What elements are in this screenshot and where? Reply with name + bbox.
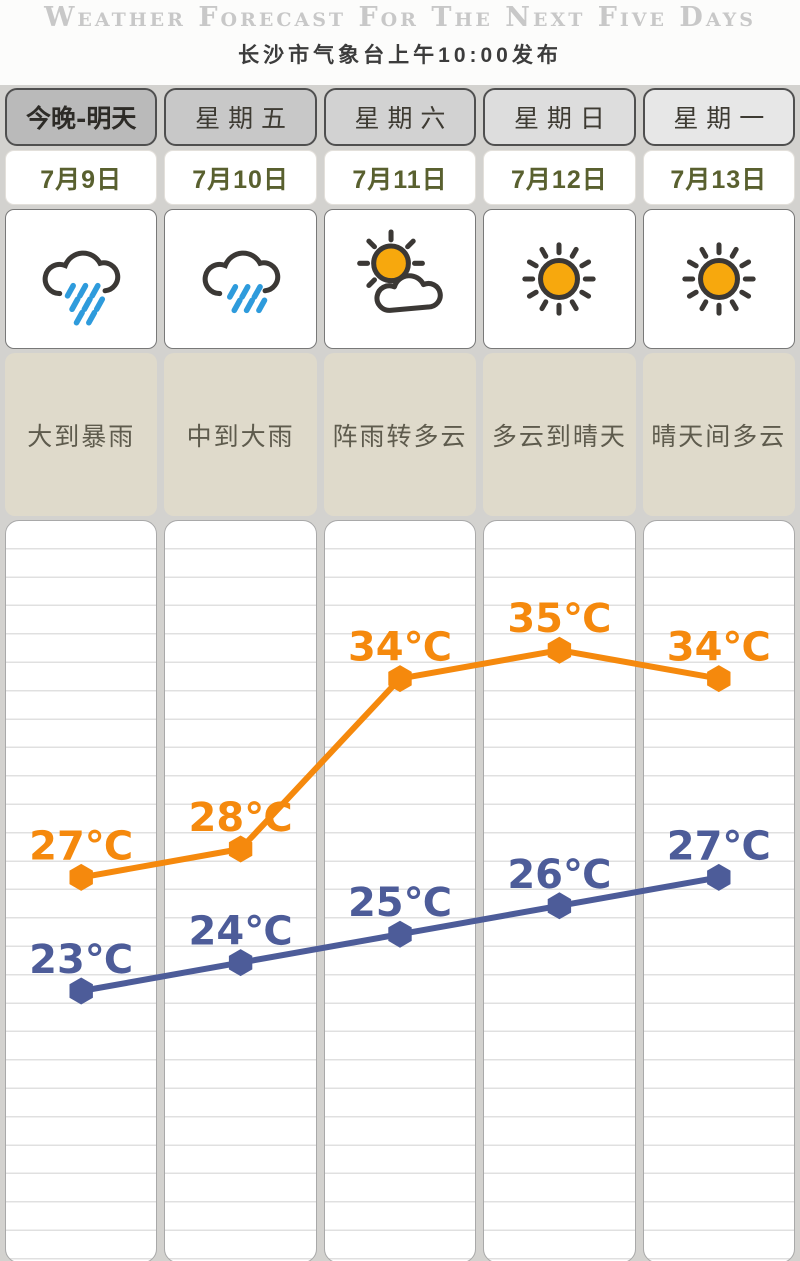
forecast-grid: 今晚-明天 星 期 五 星 期 六 星 期 日 星 期 一 7月9日 7月10日… (0, 85, 800, 1261)
header: Weather Forecast For The Next Five Days … (0, 0, 800, 85)
tab-friday[interactable]: 星 期 五 (164, 88, 317, 146)
tab-saturday[interactable]: 星 期 六 (323, 88, 477, 146)
chart-column (164, 520, 317, 1261)
chart-column (323, 520, 477, 1261)
date-cell: 7月11日 (323, 150, 477, 205)
sunny-icon (663, 223, 775, 335)
tab-sunday[interactable]: 星 期 日 (483, 88, 636, 146)
day-tabs-row: 今晚-明天 星 期 五 星 期 六 星 期 日 星 期 一 (0, 88, 800, 146)
tab-monday[interactable]: 星 期 一 (642, 88, 795, 146)
chart-column (642, 520, 795, 1261)
page-title: Weather Forecast For The Next Five Days (44, 2, 756, 33)
condition-cell: 中到大雨 (164, 353, 317, 516)
chart-column (5, 520, 158, 1261)
date-cell: 7月10日 (164, 150, 317, 205)
weather-icons-row (0, 209, 800, 349)
condition-cell: 大到暴雨 (5, 353, 158, 516)
dates-row: 7月9日 7月10日 7月11日 7月12日 7月13日 (0, 150, 800, 205)
condition-cell: 阵雨转多云 (323, 353, 477, 516)
heavy-rain-icon (25, 223, 137, 335)
tab-tonight-tomorrow[interactable]: 今晚-明天 (5, 88, 158, 146)
date-cell: 7月13日 (642, 150, 795, 205)
sun-behind-cloud-icon (344, 223, 456, 335)
condition-cell: 多云到晴天 (483, 353, 636, 516)
condition-cell: 晴天间多云 (642, 353, 795, 516)
sunny-icon (503, 223, 615, 335)
conditions-row: 大到暴雨 中到大雨 阵雨转多云 多云到晴天 晴天间多云 (0, 353, 800, 516)
temperature-chart: 27℃ 28℃ 34℃ 35℃ 34℃ 23℃ 24℃ 25℃ 26℃ 27℃ (0, 520, 800, 1261)
page-subtitle: 长沙市气象台上午10:00发布 (238, 44, 562, 67)
date-cell: 7月12日 (483, 150, 636, 205)
moderate-rain-icon (185, 223, 297, 335)
chart-column (483, 520, 636, 1261)
date-cell: 7月9日 (5, 150, 158, 205)
